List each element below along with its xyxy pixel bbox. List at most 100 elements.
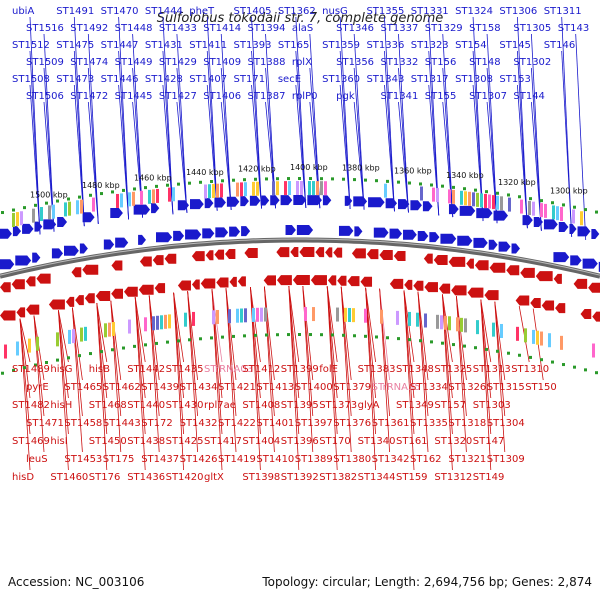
forward-gene-arrow	[0, 228, 12, 239]
reverse-gene-arrow	[413, 280, 424, 291]
gene-label: pyrE	[26, 382, 49, 393]
forward-gene-arrow	[476, 208, 493, 219]
gene-label: ST1448	[115, 23, 153, 34]
gene-label: ST1409	[203, 57, 241, 68]
cog-block	[40, 207, 43, 222]
cog-block	[316, 181, 319, 196]
cog-block	[540, 203, 543, 218]
reverse-gene-arrow	[237, 276, 246, 287]
gene-label: ST1427	[159, 91, 197, 102]
tick-dot	[166, 183, 169, 187]
gene-label: ST1407	[189, 74, 227, 85]
gene-label: ST1306	[499, 6, 537, 17]
cog-block	[72, 329, 75, 344]
gene-label: ST1434	[180, 382, 218, 393]
gene-label: ST1516	[26, 23, 64, 34]
reverse-gene-arrow	[154, 283, 166, 294]
tick-dot	[243, 334, 246, 338]
forward-gene-arrow	[448, 204, 459, 215]
gene-label: ST1340	[358, 436, 396, 447]
gene-label: ST1355	[366, 6, 404, 17]
reverse-gene-arrow	[191, 279, 200, 290]
forward-gene-arrow	[215, 227, 229, 238]
forward-connector	[486, 101, 498, 224]
tick-dot	[122, 188, 125, 192]
reverse-gene-arrow	[506, 265, 520, 276]
gene-label: ST1435	[166, 364, 204, 375]
gene-label: ST1303	[473, 400, 511, 411]
gene-label: ST1376	[333, 418, 371, 429]
cog-block	[436, 188, 439, 203]
gene-label: ST1443	[103, 418, 141, 429]
reverse-connector	[403, 290, 415, 471]
reverse-gene-arrow	[310, 275, 327, 286]
accession-text: Accession: NC_003106	[8, 575, 144, 589]
cog-block	[472, 192, 475, 207]
gene-label: ST1326	[448, 382, 486, 393]
gene-label: ST145	[499, 40, 531, 51]
cog-block	[460, 190, 463, 205]
reverse-connector	[187, 291, 198, 381]
gene-label: ST1324	[455, 6, 493, 17]
cog-block	[408, 311, 411, 326]
gene-labels: ubiAST1516ST1512ST1509ST1508ST1506ST1491…	[12, 6, 589, 483]
gene-label: ST1349	[396, 400, 434, 411]
reverse-connector	[19, 318, 31, 399]
cog-block	[16, 212, 19, 227]
tick-dot	[89, 193, 92, 197]
gene-label: ST1437	[141, 454, 179, 465]
reverse-connector	[211, 289, 223, 363]
gene-label: ST1318	[448, 418, 486, 429]
forward-connector	[353, 101, 365, 210]
reverse-gene-arrow	[366, 249, 379, 260]
cog-block	[304, 307, 307, 322]
forward-connector	[295, 50, 307, 209]
gene-label: ST1361	[372, 418, 410, 429]
reverse-connector	[148, 295, 160, 381]
forward-connector	[220, 101, 232, 210]
reverse-gene-arrow	[177, 280, 191, 291]
tick-dot	[144, 186, 147, 190]
reverse-gene-arrow	[315, 247, 325, 258]
forward-connector	[561, 50, 573, 237]
reverse-gene-arrow	[325, 247, 333, 258]
cog-block	[236, 182, 239, 197]
gene-label: ST1400	[295, 382, 333, 393]
cog-block	[308, 181, 311, 196]
gene-label: ST1307	[469, 91, 507, 102]
forward-connector	[472, 50, 484, 222]
gene-label: pgk	[336, 91, 355, 102]
reverse-connector	[58, 310, 69, 399]
cog-block	[140, 190, 143, 205]
tick-dot	[386, 179, 389, 183]
gene-label: ST172	[141, 418, 173, 429]
forward-gene-arrow	[214, 197, 226, 208]
cog-block	[16, 341, 19, 356]
forward-gene-arrow	[79, 243, 88, 254]
gene-label: ST1428	[145, 74, 183, 85]
tick-dot	[496, 349, 499, 353]
reverse-gene-arrow	[553, 273, 562, 284]
gene-label: ST144	[513, 91, 545, 102]
forward-gene-arrow	[338, 225, 354, 236]
reverse-connector	[173, 292, 184, 363]
forward-gene-arrow	[389, 228, 403, 239]
reverse-gene-arrow	[164, 253, 177, 264]
gene-label: ST1429	[159, 57, 197, 68]
tick-dot	[430, 183, 433, 187]
gene-label: ST1474	[70, 57, 108, 68]
tick-dot	[551, 201, 554, 205]
tick-dot	[364, 334, 367, 338]
forward-gene-arrow	[344, 195, 353, 206]
reverse-connector	[326, 286, 338, 363]
reverse-gene-arrow	[541, 300, 555, 311]
reverse-gene-arrow	[423, 253, 433, 264]
gene-label: ST1341	[380, 91, 418, 102]
gene-label: ST1311	[544, 6, 582, 17]
tick-dot	[298, 177, 301, 181]
gene-label: ST159	[396, 472, 428, 483]
reverse-connector	[288, 286, 300, 399]
gene-label: ST1398	[242, 472, 280, 483]
tick-dot	[408, 181, 411, 185]
